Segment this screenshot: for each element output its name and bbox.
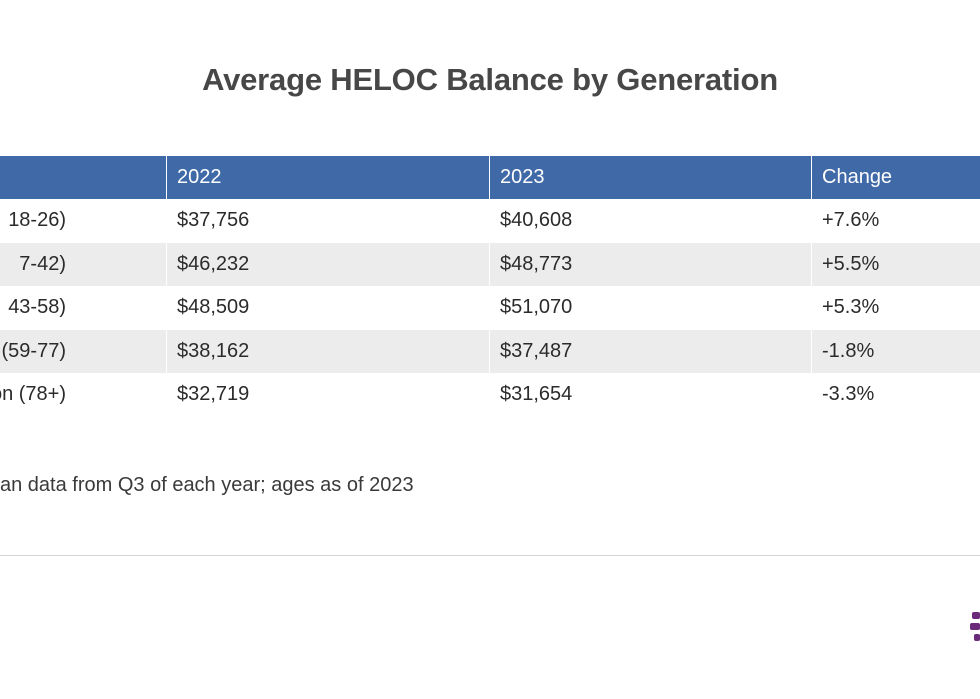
change-cell: +5.5% (811, 242, 980, 286)
value-2023-cell: $51,070 (489, 286, 811, 330)
data-table: 2022 2023 Change 18-26) $37,756 $40,608 … (0, 156, 980, 417)
generation-cell: 43-58) (8, 296, 66, 319)
table-header-row: 2022 2023 Change (0, 156, 980, 199)
change-cell: -1.8% (811, 329, 980, 373)
value-2022-cell: $37,756 (166, 199, 489, 243)
table-row: 7-42) $46,232 $48,773 +5.5% (0, 242, 980, 286)
header-cell-change: Change (811, 156, 980, 199)
table-row: 18-26) $37,756 $40,608 +7.6% (0, 199, 980, 243)
generation-cell: ion (78+) (0, 383, 66, 406)
divider (0, 555, 980, 556)
header-cell-2022: 2022 (166, 156, 489, 199)
table-row: 43-58) $48,509 $51,070 +5.3% (0, 286, 980, 330)
value-2023-cell: $40,608 (489, 199, 811, 243)
value-2022-cell: $46,232 (166, 242, 489, 286)
change-cell: -3.3% (811, 373, 980, 417)
value-2022-cell: $32,719 (166, 373, 489, 417)
value-2023-cell: $31,654 (489, 373, 811, 417)
value-2023-cell: $48,773 (489, 242, 811, 286)
chart-title: Average HELOC Balance by Generation (202, 62, 778, 97)
value-2022-cell: $48,509 (166, 286, 489, 330)
value-2023-cell: $37,487 (489, 329, 811, 373)
brand-logo-icon (970, 612, 980, 641)
change-cell: +5.3% (811, 286, 980, 330)
table-row: ion (78+) $32,719 $31,654 -3.3% (0, 373, 980, 417)
generation-cell: 18-26) (8, 209, 66, 232)
header-cell-2023: 2023 (489, 156, 811, 199)
change-cell: +7.6% (811, 199, 980, 243)
generation-cell: 7-42) (19, 252, 66, 275)
footnote: an data from Q3 of each year; ages as of… (0, 474, 414, 496)
value-2022-cell: $38,162 (166, 329, 489, 373)
header-cell-generation (0, 156, 166, 199)
table-row: (59-77) $38,162 $37,487 -1.8% (0, 329, 980, 373)
generation-cell: (59-77) (1, 339, 66, 362)
